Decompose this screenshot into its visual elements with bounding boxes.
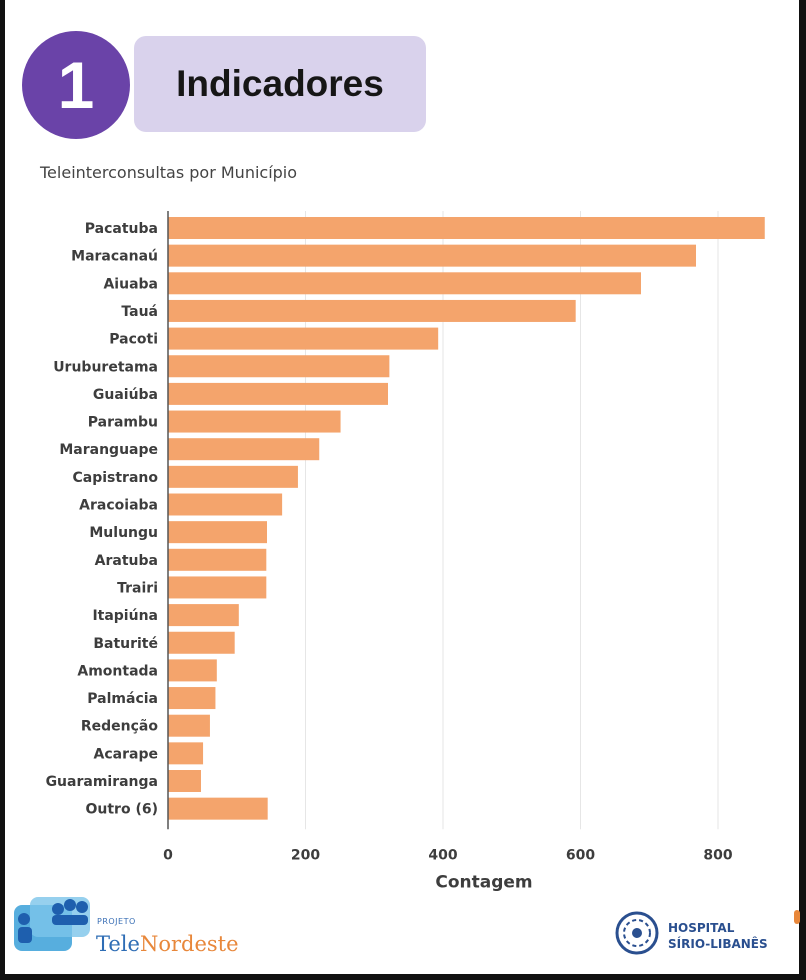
bar-18: [168, 714, 210, 737]
bar-14: [168, 604, 239, 627]
chart-title: Teleinterconsultas por Município: [40, 163, 298, 182]
category-label-4: Pacoti: [109, 332, 158, 348]
chart-x-axis-label: Contagem: [435, 872, 532, 892]
projeto-label: PROJETO: [97, 917, 136, 926]
bar-16: [168, 659, 217, 682]
bar-20: [168, 770, 201, 792]
bar-2: [168, 272, 641, 295]
category-label-17: Palmácia: [87, 691, 158, 707]
chart-bars: [168, 217, 765, 820]
bar-13: [168, 576, 267, 599]
bar-1: [168, 244, 696, 267]
bar-15: [168, 631, 235, 654]
chart-category-labels: Pacatuba Maracanaú Aiuaba Tauá Pacoti Urubure…: [46, 221, 159, 818]
bar-21: [168, 797, 268, 820]
telenordeste-logo-icon: [14, 897, 90, 951]
category-label-0: Pacatuba: [85, 221, 158, 237]
bar-7: [168, 410, 341, 433]
x-tick-label-400: 400: [428, 847, 457, 863]
telenordeste-wordmark: TeleNordeste: [96, 932, 239, 956]
category-label-9: Capistrano: [72, 470, 158, 486]
bar-12: [168, 548, 267, 571]
frame-right-edge: [799, 0, 806, 980]
section-number: 1: [57, 48, 95, 122]
tele-word: Tele: [96, 932, 140, 956]
bar-9: [168, 465, 298, 488]
category-label-3: Tauá: [121, 304, 158, 320]
category-label-2: Aiuaba: [103, 276, 158, 292]
category-label-18: Redenção: [81, 719, 159, 735]
chart-x-ticks: 0 200 400 600 800: [163, 847, 733, 863]
category-label-11: Mulungu: [89, 525, 158, 541]
x-tick-label-600: 600: [566, 847, 595, 863]
bar-17: [168, 687, 216, 710]
bar-8: [168, 438, 320, 461]
bar-4: [168, 327, 439, 350]
category-label-14: Itapiúna: [92, 608, 158, 624]
corner-mark: [794, 910, 800, 924]
bar-6: [168, 382, 388, 405]
section-title: Indicadores: [176, 63, 384, 104]
hospital-logo-icon: [615, 911, 659, 955]
category-label-16: Amontada: [77, 663, 158, 679]
section-header-box: Indicadores: [134, 36, 426, 132]
category-label-10: Aracoiaba: [79, 498, 158, 514]
category-label-20: Guaramiranga: [46, 774, 158, 790]
category-label-7: Parambu: [88, 415, 158, 431]
category-label-1: Maracanaú: [71, 249, 158, 265]
bar-3: [168, 299, 576, 322]
section-number-badge: 1: [22, 31, 130, 139]
bar-19: [168, 742, 204, 765]
category-label-6: Guaiúba: [93, 387, 158, 403]
x-tick-label-800: 800: [703, 847, 732, 863]
bar-chart: Pacatuba Maracanaú Aiuaba Tauá Pacoti Urubure…: [46, 211, 765, 892]
frame-bottom-edge: [0, 974, 806, 980]
category-label-5: Uruburetama: [53, 359, 158, 375]
sirio-libanes-label: SÍRIO-LIBANÊS: [668, 937, 768, 951]
x-tick-label-200: 200: [291, 847, 320, 863]
category-label-19: Acarape: [94, 746, 158, 762]
nordeste-word: Nordeste: [139, 932, 239, 956]
category-label-15: Baturité: [93, 636, 158, 652]
category-label-13: Trairi: [117, 580, 158, 596]
x-tick-label-0: 0: [163, 847, 173, 863]
category-label-8: Maranguape: [59, 442, 158, 458]
hospital-label: HOSPITAL: [668, 921, 735, 935]
bar-10: [168, 493, 283, 516]
frame-left-edge: [0, 0, 5, 980]
category-label-12: Aratuba: [95, 553, 158, 569]
bar-0: [168, 217, 765, 239]
category-label-21: Outro (6): [86, 802, 159, 818]
bar-5: [168, 355, 390, 378]
bar-11: [168, 521, 267, 544]
